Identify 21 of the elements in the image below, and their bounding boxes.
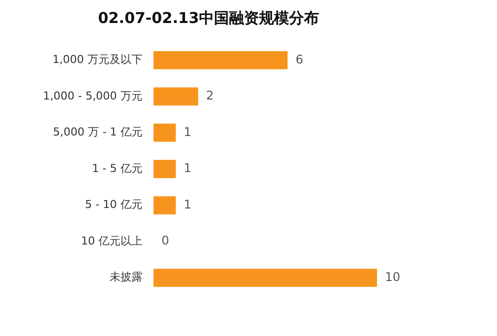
bar: [153, 268, 377, 287]
data-label: 1: [184, 124, 192, 139]
y-tick-label: 未披露: [109, 270, 142, 284]
y-tick-label: 5 - 10 亿元: [84, 198, 142, 212]
y-tick-label: 5,000 万 - 1 亿元: [52, 126, 142, 139]
bar: [153, 124, 176, 142]
y-tick-label: 1 - 5 亿元: [92, 162, 142, 175]
data-label: 1: [184, 161, 192, 176]
bar: [153, 160, 176, 178]
data-label: 1: [184, 197, 192, 212]
bar: [153, 51, 288, 70]
data-label: 2: [206, 88, 214, 103]
data-label: 10: [385, 270, 400, 284]
y-tick-label: 10 亿元以上: [80, 234, 142, 248]
y-tick-label: 1,000 - 5,000 万元: [42, 89, 142, 102]
data-label: 6: [296, 52, 304, 66]
bar: [153, 196, 176, 214]
chart-title: 02.07-02.13中国融资规模分布: [98, 8, 320, 27]
bar: [153, 87, 198, 106]
data-label: 0: [161, 234, 170, 248]
y-tick-label: 1,000 万元及以下: [52, 53, 142, 66]
